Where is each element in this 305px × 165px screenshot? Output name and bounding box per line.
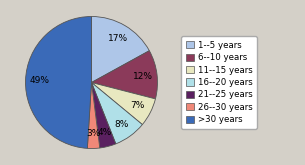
- Text: 4%: 4%: [97, 128, 111, 137]
- Text: 3%: 3%: [86, 130, 100, 138]
- Wedge shape: [92, 51, 157, 99]
- Text: 17%: 17%: [108, 34, 128, 43]
- Wedge shape: [87, 82, 100, 148]
- Wedge shape: [92, 82, 156, 125]
- Text: 7%: 7%: [130, 101, 145, 110]
- Text: 12%: 12%: [133, 72, 152, 81]
- Wedge shape: [92, 16, 149, 82]
- Text: 8%: 8%: [115, 120, 129, 129]
- Wedge shape: [92, 82, 116, 148]
- Wedge shape: [92, 82, 142, 144]
- Legend: 1--5 years, 6--10 years, 11--15 years, 16--20 years, 21--25 years, 26--30 years,: 1--5 years, 6--10 years, 11--15 years, 1…: [181, 36, 257, 129]
- Text: 49%: 49%: [30, 76, 50, 85]
- Wedge shape: [26, 16, 92, 148]
